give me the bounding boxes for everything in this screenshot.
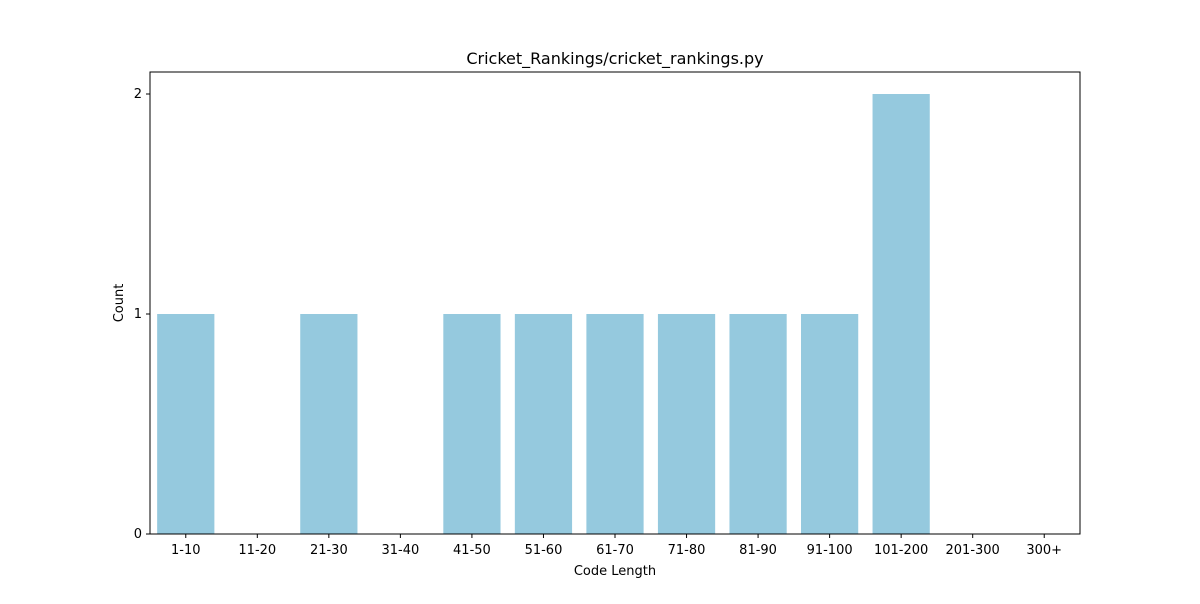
bar-21-30 <box>300 314 358 534</box>
x-tick-label: 1-10 <box>171 543 201 558</box>
x-tick-label: 101-200 <box>874 543 928 558</box>
x-tick-label: 11-20 <box>238 543 276 558</box>
bar-51-60 <box>514 314 573 534</box>
x-tick-label: 300+ <box>1026 543 1062 558</box>
x-tick-label: 31-40 <box>381 543 419 558</box>
y-tick-label: 1 <box>134 307 142 322</box>
bar-71-80 <box>657 314 716 534</box>
x-tick-label: 41-50 <box>453 543 491 558</box>
bar-61-70 <box>586 314 644 534</box>
y-axis-ticks: 0 1 2 <box>134 87 150 542</box>
x-axis-label: Code Length <box>574 564 656 579</box>
x-tick-label: 51-60 <box>525 543 563 558</box>
y-tick-label: 0 <box>134 527 142 542</box>
x-tick-label: 201-300 <box>946 543 1000 558</box>
bars-layer <box>157 94 930 534</box>
bar-81-90 <box>729 314 787 534</box>
bar-101-200 <box>872 94 930 534</box>
y-axis-label: Count <box>112 284 127 323</box>
x-tick-label: 61-70 <box>596 543 634 558</box>
bar-41-50 <box>443 314 501 534</box>
bar-91-100 <box>801 314 859 534</box>
x-tick-label: 91-100 <box>807 543 853 558</box>
x-tick-label: 21-30 <box>310 543 348 558</box>
x-tick-label: 71-80 <box>668 543 706 558</box>
y-tick-label: 2 <box>134 87 142 102</box>
bar-1-10 <box>157 314 215 534</box>
chart-title: Cricket_Rankings/cricket_rankings.py <box>466 49 763 69</box>
x-tick-label: 81-90 <box>739 543 777 558</box>
x-axis-ticks: 1-10 11-20 21-30 31-40 41-50 51-60 61-70 71-80 8… <box>171 534 1062 558</box>
